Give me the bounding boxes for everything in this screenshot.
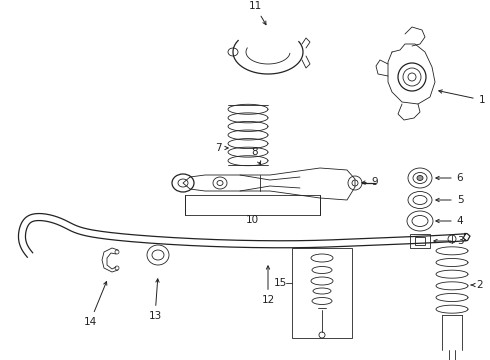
Bar <box>292 248 352 338</box>
Bar <box>185 195 320 215</box>
Text: 7: 7 <box>215 143 228 153</box>
Text: 3: 3 <box>434 236 464 246</box>
Text: 1: 1 <box>439 90 485 105</box>
Text: 11: 11 <box>248 1 266 25</box>
Bar <box>410 234 430 248</box>
Bar <box>415 237 425 245</box>
Text: 2: 2 <box>471 280 483 290</box>
Ellipse shape <box>417 175 423 180</box>
Text: 15: 15 <box>273 278 287 288</box>
Text: 9: 9 <box>362 177 378 187</box>
Text: 13: 13 <box>148 279 162 321</box>
Text: 14: 14 <box>83 282 107 327</box>
Text: 6: 6 <box>436 173 464 183</box>
Text: 12: 12 <box>261 266 274 305</box>
Text: 4: 4 <box>436 216 464 226</box>
Text: 10: 10 <box>245 215 259 225</box>
Text: 5: 5 <box>436 195 464 205</box>
Text: 8: 8 <box>252 147 261 165</box>
